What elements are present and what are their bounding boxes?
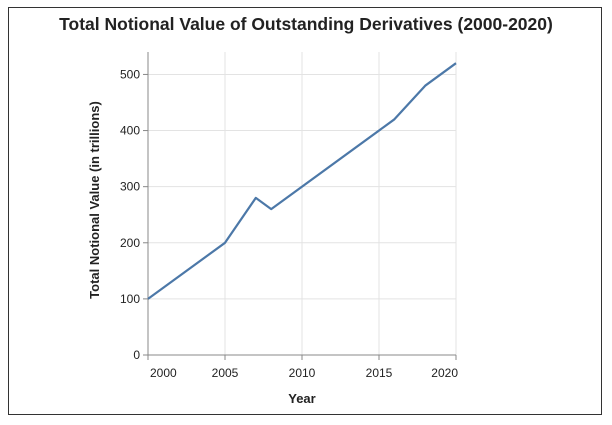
x-tick-label-2010: 2010: [289, 366, 316, 380]
chart-frame: Total Notional Value of Outstanding Deri…: [8, 7, 602, 415]
y-axis-title: Total Notional Value (in trillions): [87, 101, 102, 299]
y-tick-label-100: 100: [120, 292, 140, 306]
y-tick-label-200: 200: [120, 236, 140, 250]
y-tick-label-400: 400: [120, 124, 140, 138]
series-line-0: [147, 62, 457, 300]
y-tick-label-500: 500: [120, 67, 140, 81]
series-layer: [147, 62, 457, 300]
y-tick-label-300: 300: [120, 180, 140, 194]
y-tick-label-0: 0: [133, 348, 140, 362]
chart-title: Total Notional Value of Outstanding Deri…: [59, 14, 553, 34]
x-tick-label-2000: 2000: [150, 366, 177, 380]
x-tick-label-2005: 2005: [212, 366, 239, 380]
grid: [147, 52, 457, 356]
x-axis-title: Year: [288, 391, 315, 406]
x-tick-label-2020: 2020: [431, 366, 458, 380]
axes: 0 100 200 300 400 500 2000 2005 2010 2015 2020: [120, 52, 458, 380]
x-tick-label-2015: 2015: [366, 366, 393, 380]
